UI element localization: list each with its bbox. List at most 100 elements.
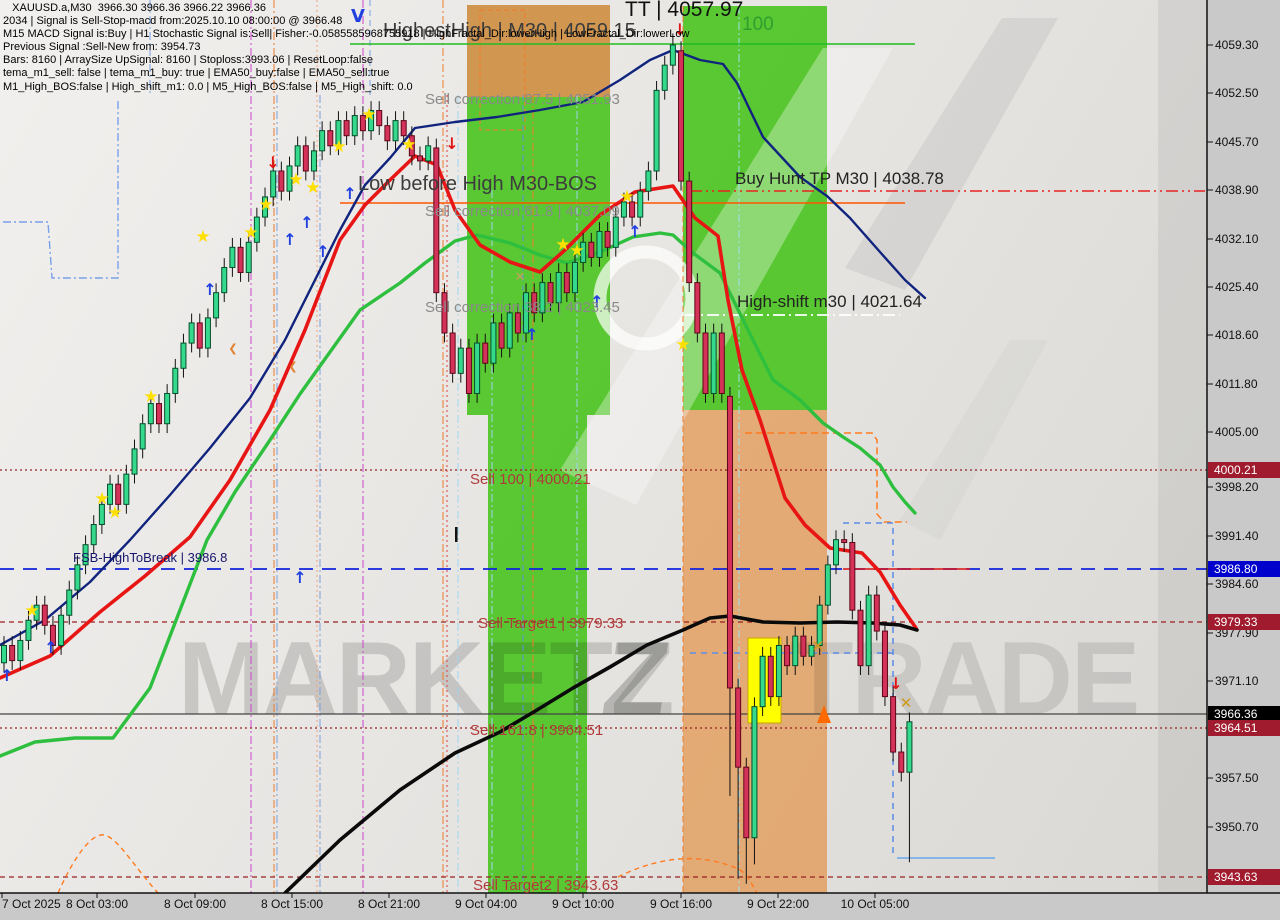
watermark-swoosh-3	[900, 340, 1048, 540]
candle-body	[9, 644, 16, 662]
indicator-info-block: XAUUSD.a,M30 3966.30 3966.36 3966.22 396…	[3, 2, 689, 94]
orange-mark: ❮	[288, 360, 297, 373]
candle-body	[661, 64, 668, 91]
time-tick-label: 8 Oct 09:00	[163, 897, 227, 911]
candle-body	[865, 594, 872, 667]
candle-body	[751, 706, 758, 839]
candle-body	[115, 483, 122, 505]
sell-arrow-marker: ↓	[266, 153, 279, 172]
candle-body	[612, 216, 619, 248]
time-tick-label: 8 Oct 15:00	[260, 897, 324, 911]
fractal-box-right	[843, 522, 894, 855]
candle-body	[425, 145, 432, 162]
candle-body	[123, 473, 130, 505]
candle-body	[376, 110, 383, 127]
candle-body	[800, 635, 807, 657]
star-marker: ★	[243, 223, 258, 243]
candle-body	[775, 644, 782, 698]
buy-arrow-marker: ↑	[203, 280, 216, 299]
buy-arrow-marker: ↑	[628, 222, 641, 241]
tt-label: TT | 4057.97	[625, 0, 744, 21]
buy-hunt-tp-label: Buy Hunt TP M30 | 4038.78	[735, 169, 944, 188]
candle-body	[457, 347, 464, 374]
chart-title: XAUUSD.a,M30 3966.30 3966.36 3966.22 396…	[3, 2, 266, 14]
price-scale-bg	[1207, 0, 1280, 893]
buy-arrow-marker: ↑	[316, 242, 329, 261]
candle-body	[465, 347, 472, 394]
candle-body	[286, 165, 293, 192]
candle-body	[906, 721, 913, 773]
candle-body	[335, 120, 342, 147]
candle-body	[302, 145, 309, 172]
time-tick-label: 8 Oct 21:00	[357, 897, 421, 911]
candle-body	[881, 630, 888, 698]
candle-body	[588, 241, 595, 258]
zone-demand-a-lower	[488, 415, 587, 893]
time-scale-bg	[0, 893, 1280, 920]
candle-body	[270, 170, 277, 198]
candle-body	[359, 115, 366, 132]
step-line-left	[3, 100, 119, 279]
candle-body	[808, 644, 815, 657]
candle-body	[196, 322, 203, 349]
candle-body	[262, 196, 269, 218]
candle-body	[66, 589, 73, 616]
candle-body	[563, 272, 570, 294]
candle-body	[58, 614, 65, 646]
sell-arrow-marker: ↓	[673, 20, 686, 39]
ma-red	[0, 154, 918, 680]
candle-body	[523, 292, 530, 334]
candle-body	[816, 604, 823, 646]
price-tick-label: 4052.50	[1215, 86, 1259, 100]
candle-body	[351, 115, 358, 137]
candle-body	[604, 230, 611, 248]
candle-body	[107, 483, 114, 505]
candle-body	[17, 639, 24, 662]
sell-arrow-marker: ↓	[445, 134, 458, 153]
star-marker: ★	[143, 387, 158, 407]
candle-body	[384, 125, 391, 142]
candle-body	[653, 89, 660, 172]
price-tick-label: 3991.40	[1215, 529, 1259, 543]
candle-body	[580, 241, 587, 263]
candle-body	[449, 332, 456, 374]
candle-body	[327, 130, 334, 147]
candle-body	[718, 332, 725, 394]
star-marker: ★	[675, 335, 690, 355]
orange-wedge	[817, 705, 831, 723]
price-badge: 3986.80	[1208, 561, 1280, 577]
bars-line: Bars: 8160 | ArraySize UpSignal: 8160 | …	[3, 54, 373, 67]
candle-body	[620, 201, 627, 218]
low-before-high-label: Low before High M30-BOS	[358, 173, 598, 195]
orange-hump	[57, 834, 159, 894]
candle-body	[204, 317, 211, 349]
orange-squiggle	[617, 857, 758, 894]
candle-body	[539, 282, 546, 314]
previous-signal-line: Previous Signal :Sell-New from: 3954.73	[3, 41, 201, 54]
candle-body	[784, 644, 791, 667]
time-tick-label: 9 Oct 04:00	[454, 897, 518, 911]
price-tick-label: 4059.30	[1215, 38, 1259, 52]
time-tick-label: 9 Oct 16:00	[649, 897, 713, 911]
sell-100-label: Sell 100 | 4000.21	[470, 471, 591, 488]
watermark-right: TRADE	[790, 621, 1138, 737]
price-tick-label: 3984.60	[1215, 577, 1259, 591]
orange-dash-rect	[479, 9, 526, 131]
candle-body	[253, 216, 260, 243]
price-badge: 3964.51	[1208, 720, 1280, 736]
time-tick-label: 10 Oct 05:00	[840, 897, 910, 911]
price-badge: 4000.21	[1208, 462, 1280, 478]
star-marker: ★	[331, 137, 346, 157]
candle-body	[555, 272, 562, 304]
candle-body	[735, 687, 742, 768]
candle-body	[441, 292, 448, 334]
candle-body	[408, 135, 415, 157]
star-marker: ★	[555, 235, 570, 255]
candle-body	[237, 246, 244, 274]
candle-body	[792, 635, 799, 667]
candle-body	[857, 609, 864, 667]
buy-arrow-marker: ↑	[293, 568, 306, 587]
candle-body	[669, 44, 676, 66]
star-marker: ★	[305, 178, 320, 198]
